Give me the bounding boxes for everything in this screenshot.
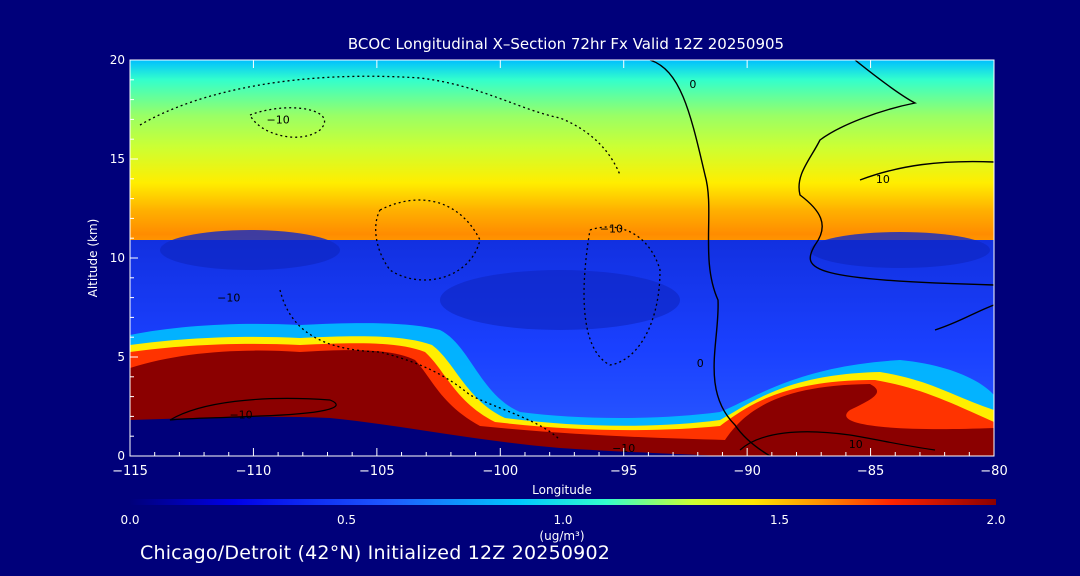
footer-caption: Chicago/Detroit (42°N) Initialized 12Z 2…	[140, 542, 611, 564]
x-tick-label: −95	[610, 464, 637, 479]
x-tick-label: −90	[733, 464, 760, 479]
contour-label: 0	[689, 78, 696, 91]
x-tick-label: −105	[359, 464, 395, 479]
colorbar	[130, 499, 996, 505]
colorbar-units: (ug/m³)	[539, 529, 584, 543]
y-tick-label: 5	[117, 350, 125, 364]
contour-label: 10	[876, 173, 890, 186]
chart-title: BCOC Longitudinal X–Section 72hr Fx Vali…	[348, 35, 784, 53]
x-axis: −115 −110 −105 −100 −95 −90 −85 −80	[112, 60, 1008, 479]
x-tick-label: −100	[482, 464, 518, 479]
colorbar-tick-label: 2.0	[986, 513, 1005, 527]
y-axis: 0 5 10 15 20	[110, 53, 138, 463]
x-tick-label: −115	[112, 464, 148, 479]
y-tick-label: 0	[117, 449, 125, 463]
contour-label: −10	[267, 113, 290, 126]
colorbar-tick-label: 0.0	[120, 513, 139, 527]
x-tick-label: −85	[857, 464, 884, 479]
concentration-field	[130, 60, 994, 456]
y-tick-label: 10	[110, 251, 125, 265]
colorbar-tick-label: 1.5	[770, 513, 789, 527]
colorbar-ticks: 0.0 0.5 1.0 1.5 2.0	[120, 513, 1005, 527]
y-tick-label: 20	[110, 53, 125, 67]
y-axis-label: Altitude (km)	[86, 219, 100, 298]
contour-label: 0	[697, 357, 704, 370]
x-tick-label: −110	[236, 464, 272, 479]
contour-label: −10	[229, 408, 252, 421]
contour-label: 10	[849, 438, 863, 451]
x-axis-label: Longitude	[532, 483, 592, 497]
contour-label: −10	[600, 222, 623, 235]
y-tick-label: 15	[110, 152, 125, 166]
x-tick-label: −80	[980, 464, 1007, 479]
contour-label: −10	[217, 292, 240, 305]
colorbar-tick-label: 1.0	[553, 513, 572, 527]
colorbar-tick-label: 0.5	[337, 513, 356, 527]
